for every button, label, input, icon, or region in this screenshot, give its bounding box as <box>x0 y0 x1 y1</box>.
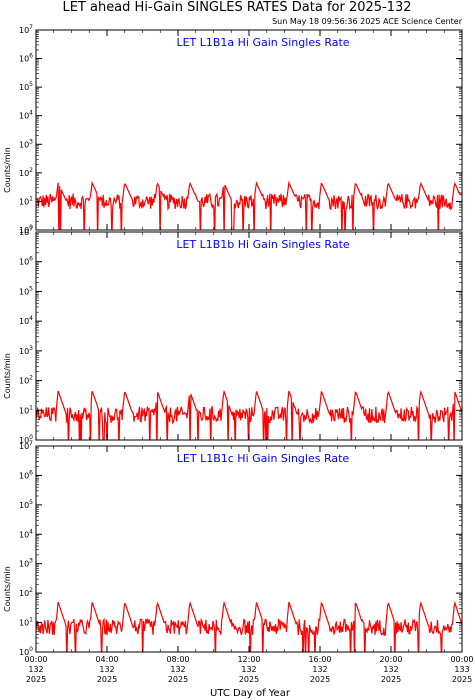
panel-title: LET L1B1a Hi Gain Singles Rate <box>176 36 349 49</box>
x-tick-year: 2025 <box>26 675 46 684</box>
series-line <box>36 180 462 230</box>
panels: 100 101 102 103 104 105 106 107 LET L1B1a Hi Gai… <box>3 24 463 657</box>
y-tick-label: 100 <box>19 434 33 445</box>
x-tick-year: 2025 <box>381 675 401 684</box>
y-tick-label: 100 <box>19 646 33 657</box>
y-tick-label: 101 <box>19 195 33 206</box>
y-tick-label: 100 <box>19 224 33 235</box>
series-line <box>36 389 462 440</box>
x-tick-doy: 132 <box>383 665 398 674</box>
x-tick-doy: 132 <box>170 665 185 674</box>
x-tick-year: 2025 <box>168 675 188 684</box>
chart-main-title: LET ahead Hi-Gain SINGLES RATES Data for… <box>62 0 411 15</box>
y-tick-label: 106 <box>19 469 33 480</box>
x-tick-doy: 132 <box>312 665 327 674</box>
y-tick-label: 102 <box>19 375 33 386</box>
x-tick-year: 2025 <box>97 675 117 684</box>
y-tick-label: 104 <box>19 528 33 539</box>
x-tick-time: 16:00 <box>308 655 331 664</box>
x-tick-year: 2025 <box>239 675 259 684</box>
y-axis-label: Counts/min <box>3 353 12 399</box>
x-tick-doy: 132 <box>28 665 43 674</box>
x-tick-doy: 132 <box>99 665 114 674</box>
x-tick-doy: 132 <box>241 665 256 674</box>
series-line <box>36 600 462 652</box>
x-tick-time: 00:00 <box>450 655 473 664</box>
y-tick-label: 107 <box>19 24 33 35</box>
chart-panel-2: 100 101 102 103 104 105 106 107 LET L1B1b Hi Gai… <box>3 226 463 445</box>
timestamp-label: Sun May 18 09:56:36 2025 ACE Science Cen… <box>272 17 463 26</box>
y-tick-label: 106 <box>19 53 33 64</box>
y-tick-label: 107 <box>19 440 33 451</box>
x-tick-time: 12:00 <box>237 655 260 664</box>
x-tick-year: 2025 <box>452 675 472 684</box>
x-tick-time: 04:00 <box>95 655 118 664</box>
chart-panel-1: 100 101 102 103 104 105 106 107 LET L1B1a Hi Gai… <box>3 24 463 235</box>
y-axis-label: Counts/min <box>3 566 12 612</box>
y-tick-label: 105 <box>19 81 33 92</box>
x-tick-time: 00:00 <box>24 655 47 664</box>
y-tick-label: 103 <box>19 345 33 356</box>
x-tick-doy: 133 <box>454 665 469 674</box>
y-tick-label: 102 <box>19 167 33 178</box>
y-tick-label: 103 <box>19 138 33 149</box>
y-tick-label: 107 <box>19 226 33 237</box>
x-tick-time: 08:00 <box>166 655 189 664</box>
y-tick-label: 106 <box>19 256 33 267</box>
y-tick-label: 105 <box>19 499 33 510</box>
panel-title: LET L1B1c Hi Gain Singles Rate <box>177 452 350 465</box>
x-tick-time: 20:00 <box>379 655 402 664</box>
y-tick-label: 102 <box>19 587 33 598</box>
x-tick-year: 2025 <box>310 675 330 684</box>
y-tick-label: 104 <box>19 315 33 326</box>
panel-title: LET L1B1b Hi Gain Singles Rate <box>176 238 350 251</box>
y-tick-label: 103 <box>19 558 33 569</box>
y-axis-label: Counts/min <box>3 147 12 193</box>
y-tick-label: 104 <box>19 110 33 121</box>
y-tick-label: 105 <box>19 285 33 296</box>
y-tick-label: 101 <box>19 617 33 628</box>
x-axis-label: UTC Day of Year <box>210 688 291 699</box>
x-axis: 00:00132202504:00132202508:00132202512:0… <box>24 655 473 684</box>
y-tick-label: 101 <box>19 404 33 415</box>
chart-panel-3: 100 101 102 103 104 105 106 107 LET L1B1c Hi Gai… <box>3 440 463 657</box>
